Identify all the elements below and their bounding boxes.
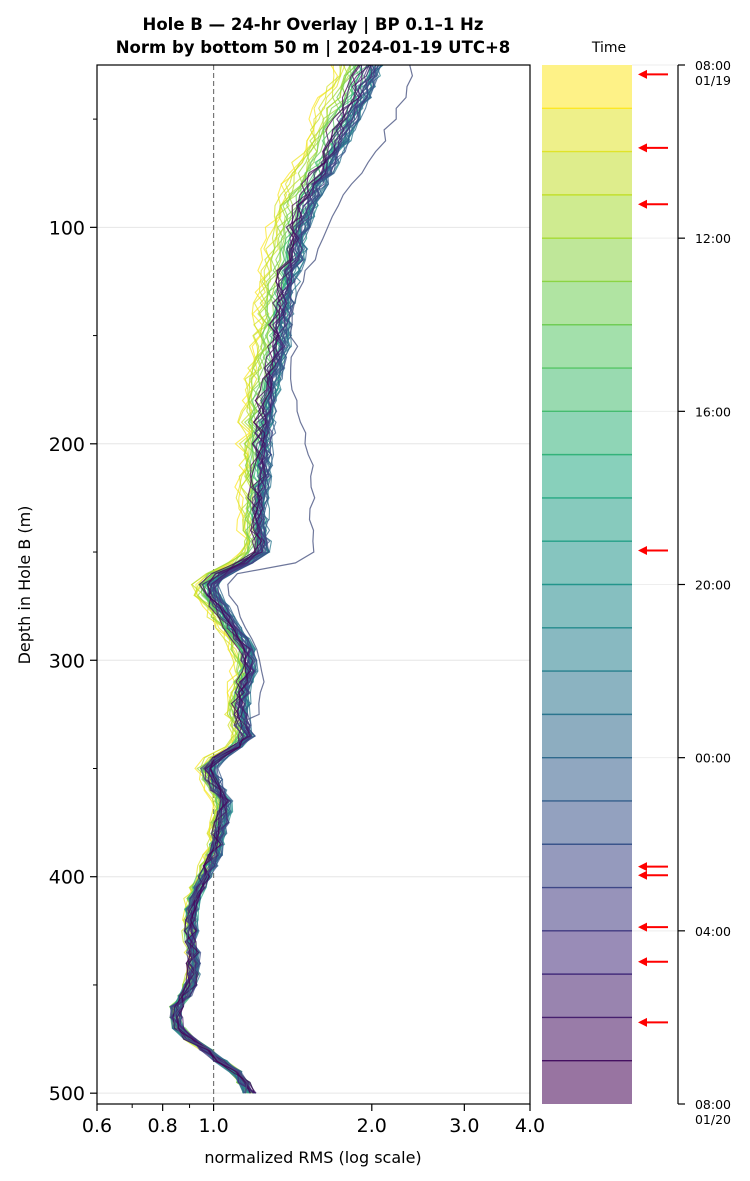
series-group xyxy=(168,65,414,1094)
time-marker-arrowhead xyxy=(638,957,647,967)
colorbar-band xyxy=(542,65,632,109)
series-line xyxy=(170,65,377,1094)
series-line xyxy=(175,65,372,1094)
y-tick-label: 200 xyxy=(49,434,85,456)
x-tick-label: 4.0 xyxy=(515,1115,545,1137)
colorbar-band xyxy=(542,1060,632,1104)
colorbar-band xyxy=(542,887,632,931)
series-line xyxy=(170,65,376,1094)
series-line-outlier xyxy=(173,65,414,1094)
colorbar-band xyxy=(542,281,632,325)
time-tick-label: 01/19 xyxy=(695,73,731,88)
colorbar-bands xyxy=(542,64,678,1104)
plot-frame xyxy=(96,64,531,1105)
series-line xyxy=(171,65,384,1094)
colorbar-band xyxy=(542,974,632,1018)
colorbar-band xyxy=(542,151,632,195)
time-marker-arrowhead xyxy=(638,870,647,880)
colorbar-band xyxy=(542,324,632,369)
colorbar-band xyxy=(542,497,632,542)
time-tick-label: 20:00 xyxy=(695,578,731,593)
x-tick-label: 2.0 xyxy=(357,1115,387,1137)
series-line xyxy=(168,65,351,1094)
colorbar-band xyxy=(542,238,632,282)
chart-title: Hole B — 24-hr Overlay | BP 0.1–1 Hz xyxy=(143,15,484,35)
time-tick-label: 08:00 xyxy=(695,58,731,73)
series-line xyxy=(172,65,350,1094)
colorbar-band xyxy=(542,671,632,715)
y-axis-label: Depth in Hole B (m) xyxy=(15,506,34,665)
series-line xyxy=(170,65,343,1094)
time-tick-label: 08:00 xyxy=(695,1097,731,1112)
x-tick-label: 1.0 xyxy=(198,1115,228,1137)
colorbar-band xyxy=(542,714,632,758)
colorbar-band xyxy=(542,368,632,412)
time-colorbar: Time 08:0001/1912:0016:0020:0000:0004:00… xyxy=(542,40,731,1127)
time-axis-ticks: 08:0001/1912:0016:0020:0000:0004:0008:00… xyxy=(678,58,731,1127)
colorbar-title: Time xyxy=(591,40,626,56)
time-tick-label: 16:00 xyxy=(695,404,731,419)
time-tick-label: 12:00 xyxy=(695,231,731,246)
time-tick-label: 00:00 xyxy=(695,751,731,766)
series-line xyxy=(170,65,375,1094)
colorbar-band xyxy=(542,541,632,585)
gridlines xyxy=(97,226,530,1094)
time-marker-arrowhead xyxy=(638,69,647,79)
colorbar-band xyxy=(542,194,632,239)
colorbar-band xyxy=(542,411,632,455)
colorbar-band xyxy=(542,584,632,628)
y-tick-label: 300 xyxy=(49,650,85,672)
y-axis: 100 200 300 400 500 xyxy=(49,118,97,1105)
x-tick-label: 0.8 xyxy=(148,1115,178,1137)
colorbar-band xyxy=(542,108,632,152)
colorbar-band xyxy=(542,1017,632,1061)
series-line xyxy=(172,65,360,1094)
time-tick-label: 04:00 xyxy=(695,924,731,939)
x-axis: 0.6 0.8 1.0 2.0 3.0 4.0 xyxy=(82,1104,545,1137)
series-line xyxy=(174,65,372,1094)
colorbar-arrows xyxy=(638,69,668,1027)
time-tick-label: 01/20 xyxy=(695,1112,731,1127)
x-tick-label: 3.0 xyxy=(449,1115,479,1137)
plot-area: 0.6 0.8 1.0 2.0 3.0 4.0 100 200 300 400 500 norma… xyxy=(15,64,545,1167)
y-tick-label: 400 xyxy=(49,867,85,889)
time-marker-arrowhead xyxy=(638,143,647,153)
time-marker-arrowhead xyxy=(638,862,647,872)
series-line xyxy=(169,65,380,1094)
series-line xyxy=(169,65,357,1094)
time-marker-arrowhead xyxy=(638,1017,647,1027)
colorbar-band xyxy=(542,454,632,498)
y-tick-label: 100 xyxy=(49,217,85,239)
colorbar-band xyxy=(542,627,632,672)
x-tick-label: 0.6 xyxy=(82,1115,112,1137)
colorbar-band xyxy=(542,800,632,845)
colorbar-band xyxy=(542,844,632,888)
colorbar-band xyxy=(542,930,632,975)
chart-subtitle: Norm by bottom 50 m | 2024-01-19 UTC+8 xyxy=(116,38,511,58)
colorbar-band xyxy=(542,757,632,801)
x-axis-label: normalized RMS (log scale) xyxy=(204,1148,421,1167)
series-line xyxy=(170,65,369,1094)
time-marker-arrowhead xyxy=(638,546,647,556)
y-tick-label: 500 xyxy=(49,1083,85,1105)
time-marker-arrowhead xyxy=(638,199,647,209)
time-marker-arrowhead xyxy=(638,922,647,932)
